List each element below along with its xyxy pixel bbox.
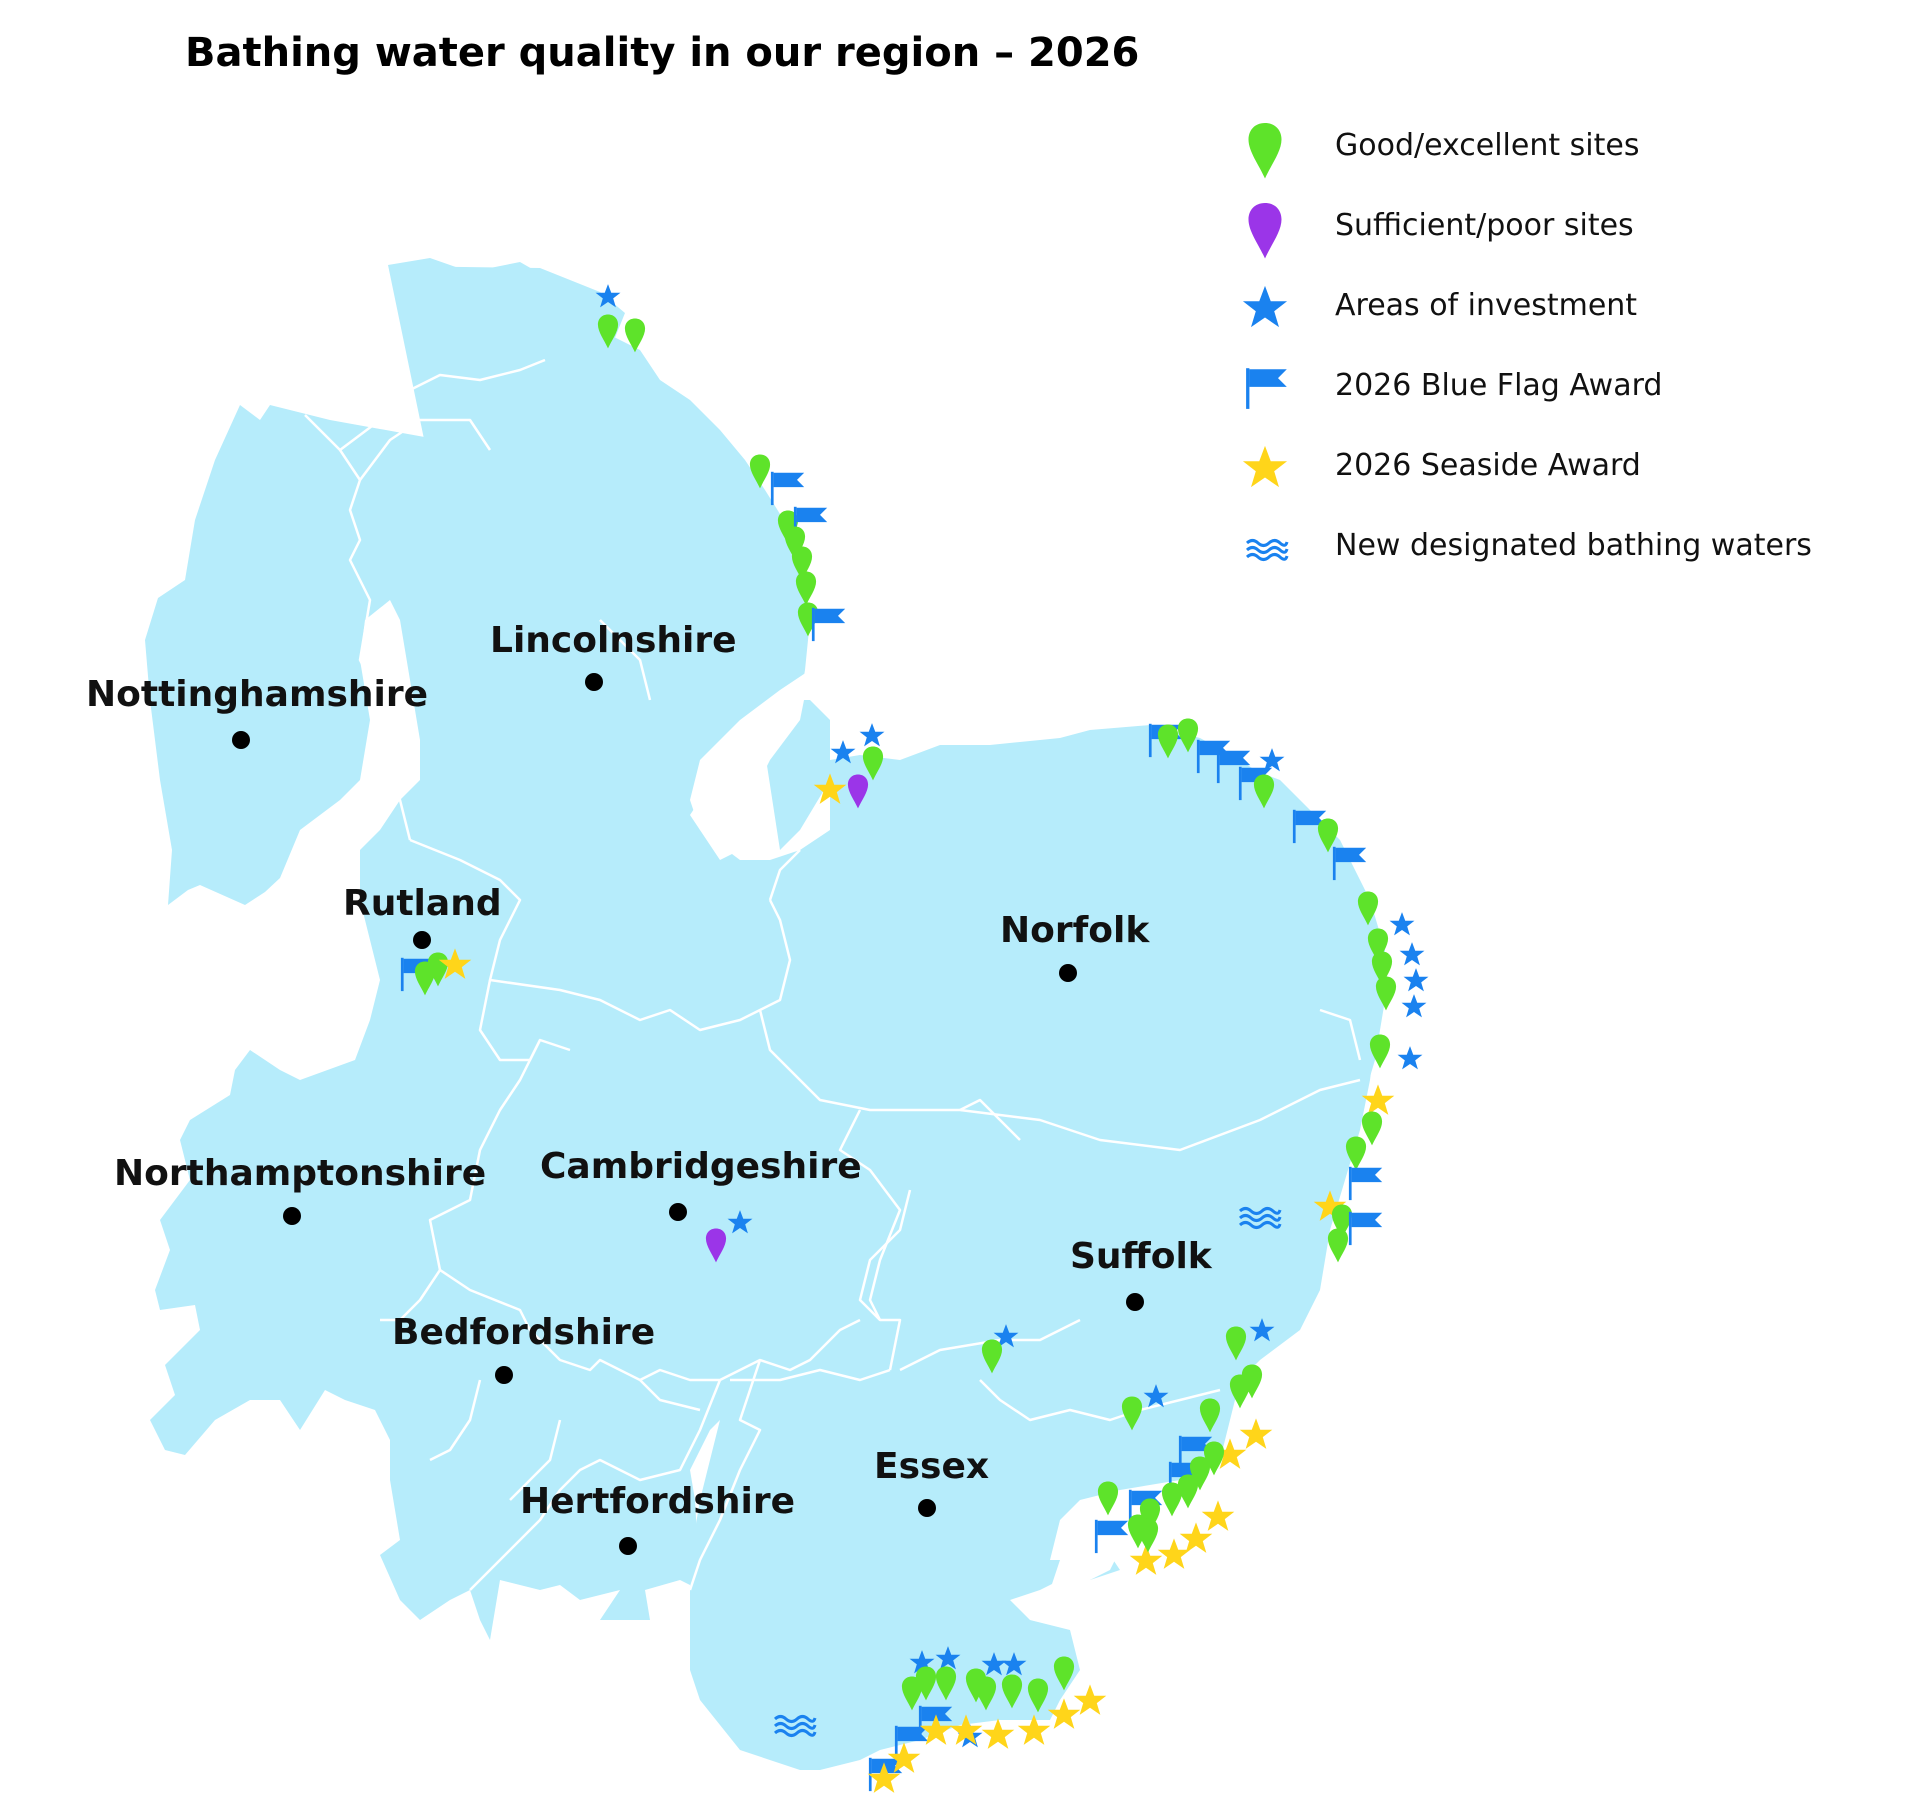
waves-icon (1245, 539, 1289, 561)
county-dot-hertfordshire (619, 1537, 637, 1555)
county-dot-essex (918, 1499, 936, 1517)
purple-pin-icon (1248, 203, 1282, 259)
blue-flag-marker (770, 471, 805, 506)
good-site-marker (1097, 1481, 1119, 1516)
county-dot-nottinghamshire (232, 731, 250, 749)
county-dot-northamptonshire (283, 1207, 301, 1225)
the-wash (690, 670, 810, 860)
county-label-bedfordshire: Bedfordshire (392, 1312, 655, 1353)
blue-flag-marker (811, 607, 846, 642)
legend-label: 2026 Blue Flag Award (1335, 368, 1663, 403)
county-label-lincolnshire: Lincolnshire (490, 620, 737, 661)
county-dot-suffolk (1126, 1293, 1144, 1311)
good-site-marker (1327, 1228, 1349, 1263)
county-labels: Lincolnshire Nottinghamshire Rutland Norfol… (86, 620, 1213, 1555)
county-label-essex: Essex (874, 1446, 989, 1487)
green-pin-icon (1248, 123, 1282, 179)
county-label-norfolk: Norfolk (1000, 910, 1150, 951)
seaside-award-marker (1157, 1538, 1191, 1569)
seaside-award-marker (1129, 1544, 1163, 1575)
map-title: Bathing water quality in our region – 20… (185, 30, 1140, 76)
blue-flag-marker (1348, 1211, 1383, 1246)
seaside-award-marker (981, 1718, 1015, 1749)
county-label-rutland: Rutland (343, 883, 502, 924)
seaside-award-marker (1179, 1522, 1213, 1553)
good-site-marker (1361, 1111, 1383, 1146)
seaside-award-marker (1201, 1500, 1235, 1531)
investment-star-marker (859, 723, 885, 747)
yellow-star-icon (1242, 445, 1288, 488)
county-dot-lincolnshire (585, 673, 603, 691)
good-site-marker (1137, 1518, 1159, 1553)
investment-star-marker (1401, 994, 1427, 1018)
blue-flag-marker (1348, 1166, 1383, 1201)
county-label-suffolk: Suffolk (1070, 1236, 1213, 1277)
blue-star-icon (1242, 285, 1288, 328)
legend-label: Good/excellent sites (1335, 128, 1640, 163)
county-label-nottinghamshire: Nottinghamshire (86, 674, 428, 715)
county-dot-cambridgeshire (669, 1203, 687, 1221)
county-label-northamptonshire: Northamptonshire (114, 1153, 486, 1194)
county-dot-bedfordshire (495, 1366, 513, 1384)
estuary-cutout (1050, 1540, 1120, 1590)
legend-label: Areas of investment (1335, 288, 1638, 323)
county-borders (253, 358, 1362, 1591)
good-site-marker (1161, 1482, 1183, 1517)
county-dot-rutland (413, 931, 431, 949)
investment-star-marker (1399, 942, 1425, 966)
west-land (145, 266, 720, 1640)
legend-label: Sufficient/poor sites (1335, 208, 1634, 243)
blue-flag-icon (1246, 368, 1287, 409)
county-dot-norfolk (1059, 964, 1077, 982)
legend-label: 2026 Seaside Award (1335, 448, 1641, 483)
investment-star-marker (1397, 1046, 1423, 1070)
county-label-cambridgeshire: Cambridgeshire (540, 1146, 862, 1187)
investment-star-marker (1389, 912, 1415, 936)
investment-star-marker (1403, 968, 1429, 992)
county-label-hertfordshire: Hertfordshire (520, 1481, 795, 1522)
seaside-award-marker (1239, 1418, 1273, 1449)
legend-label: New designated bathing waters (1335, 528, 1812, 563)
